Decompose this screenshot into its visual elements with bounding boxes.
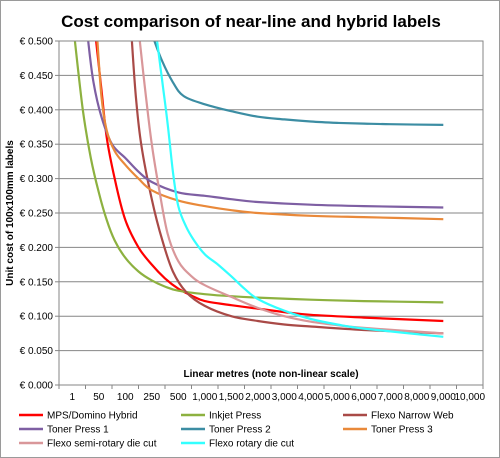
legend: MPS/Domino Hybrid Inkjet Press Flexo Narro… [19,411,454,450]
series-lines [73,41,444,338]
x-tick-label: 50 [93,392,105,403]
x-axis-title: Linear metres (note non-linear scale) [183,369,358,380]
x-tick-label: 1 [69,392,75,403]
y-tick-label: € 0.100 [20,312,54,323]
y-tick-label: € 0.500 [20,37,54,48]
series-line-8 [156,41,444,338]
legend-label: Flexo Narrow Web [371,411,454,422]
chart-title: Cost comparison of near-line and hybrid … [61,12,441,31]
series-line-4 [87,41,444,209]
y-tick-label: € 0.400 [20,105,54,116]
x-tick-label: 5,000 [325,392,350,403]
y-tick-label: € 0.050 [20,346,54,357]
y-axis-ticks: € 0.000 € 0.050 € 0.100 € 0.150 € 0.200 € 0.2… [20,37,59,392]
y-tick-label: € 0.250 [20,209,54,220]
x-tick-label: 8,000 [404,392,429,403]
y-tick-label: € 0.000 [20,381,54,392]
legend-label: Inkjet Press [209,411,261,422]
x-tick-label: 9,000 [431,392,456,403]
series-line-3 [130,41,444,335]
x-tick-label: 3,000 [272,392,297,403]
x-tick-label: 1,500 [219,392,244,403]
x-axis-ticks: 1 50 100 250 500 1,000 1,500 2,000 3,000 4,000 5,0… [58,385,485,403]
x-tick-label: 500 [170,392,187,403]
legend-label: Toner Press 2 [209,425,271,436]
legend-label: Toner Press 1 [47,425,109,436]
y-tick-label: € 0.150 [20,277,54,288]
x-tick-label: 2,000 [245,392,270,403]
y-tick-label: € 0.300 [20,174,54,185]
x-tick-label: 10,000 [454,392,485,403]
legend-label: MPS/Domino Hybrid [47,411,138,422]
series-line-5 [153,41,444,126]
y-tick-label: € 0.200 [20,243,54,254]
legend-label: Toner Press 3 [371,425,433,436]
y-tick-label: € 0.450 [20,71,54,82]
x-tick-label: 250 [143,392,160,403]
series-line-2 [73,41,444,304]
legend-label: Flexo semi-rotary die cut [47,439,157,450]
x-tick-label: 7,000 [378,392,403,403]
x-tick-label: 1,000 [192,392,217,403]
y-axis-title: Unit cost of 100x100mm labels [5,140,16,286]
x-tick-label: 4,000 [298,392,323,403]
x-tick-label: 100 [117,392,134,403]
y-tick-label: € 0.350 [20,140,54,151]
x-tick-label: 6,000 [351,392,376,403]
legend-label: Flexo rotary die cut [209,439,294,450]
plot-area [58,40,484,386]
series-line-6 [96,41,444,221]
